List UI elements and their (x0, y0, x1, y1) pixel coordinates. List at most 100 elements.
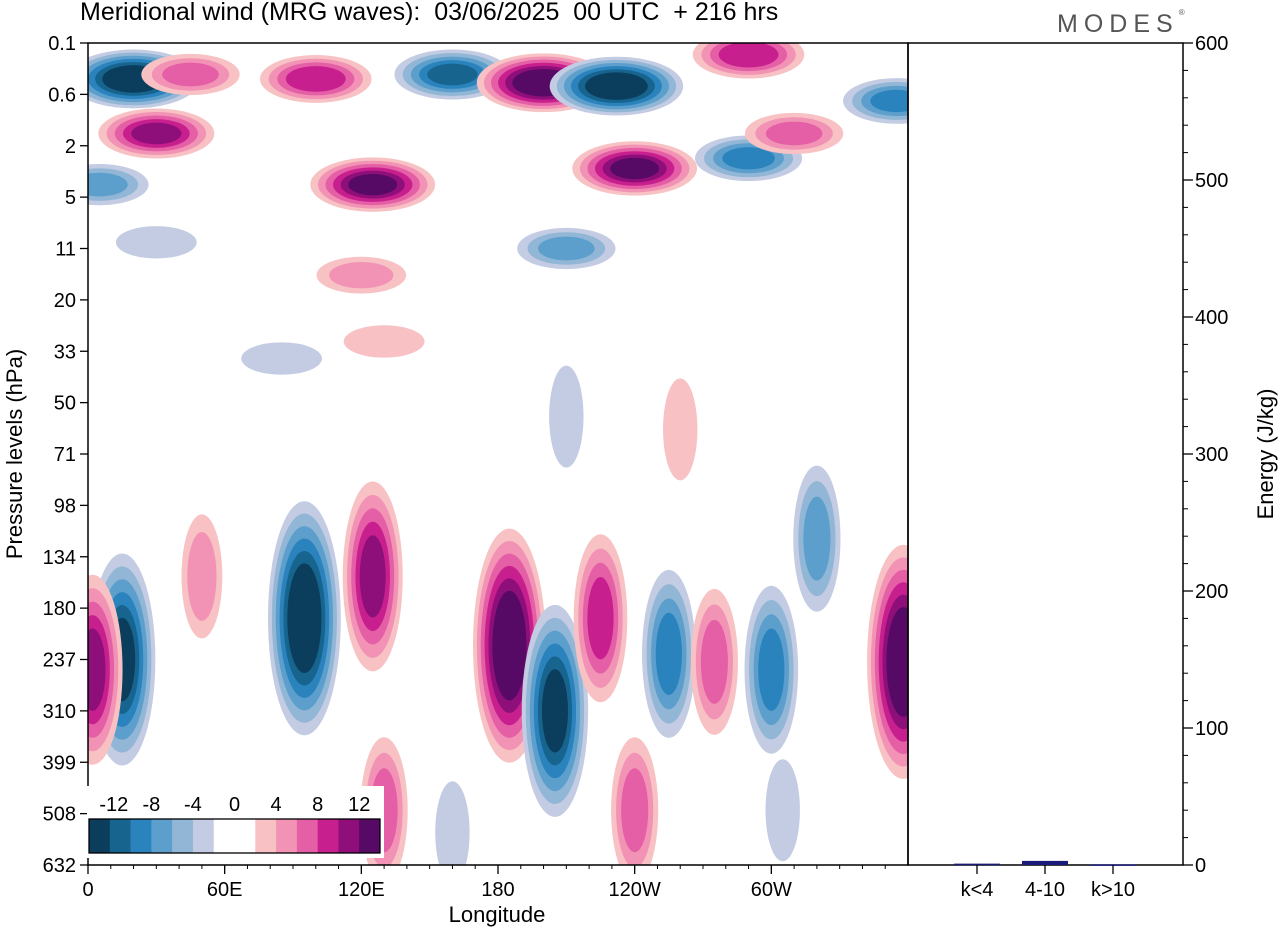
pressure-axis: 0.1 0.6 2 5 11 20 33 50 71 98 134 180 237 310 399 508 63… (43, 33, 88, 877)
heatmap-cell (141, 53, 240, 96)
energy-tick-label: 400 (1195, 307, 1228, 329)
y-tick-label: 2 (65, 136, 76, 158)
heatmap-cell (115, 226, 197, 259)
colorbar-swatch (172, 819, 194, 853)
heatmap-cell (342, 481, 403, 672)
heatmap-cell (572, 141, 698, 196)
heatmap-cell (98, 108, 215, 159)
heatmap-cell (259, 55, 372, 103)
y-tick-label: 134 (43, 547, 76, 569)
heatmap-cell (642, 569, 696, 738)
heatmap-cell (573, 534, 628, 703)
energy-tick-label: 600 (1195, 33, 1228, 55)
colorbar-swatch (338, 819, 360, 853)
heatmap-cell (310, 157, 436, 212)
energy-tick-label: 500 (1195, 170, 1228, 192)
y-tick-label: 71 (54, 444, 76, 466)
category-label: k>10 (1091, 879, 1135, 901)
colorbar-swatch (234, 819, 256, 853)
y-tick-label: 0.1 (48, 33, 76, 55)
x-tick-label: 180 (481, 879, 514, 901)
energy-tick-label: 200 (1195, 581, 1228, 603)
colorbar-label: -4 (184, 794, 202, 816)
y-tick-label: 310 (43, 701, 76, 723)
heatmap-cell (867, 544, 908, 779)
y-tick-label: 0.6 (48, 84, 76, 106)
heatmap-cell (517, 227, 616, 270)
colorbar-swatch (255, 819, 277, 853)
x-tick-label: 60W (751, 879, 792, 901)
heatmap-cell (744, 585, 799, 754)
colorbar-label: -8 (142, 794, 160, 816)
colorbar-swatch (109, 819, 131, 853)
y-tick-label: 50 (54, 393, 76, 415)
heatmap-cell (267, 501, 341, 736)
colorbar-swatch (317, 819, 339, 853)
heatmap-cell (241, 342, 323, 375)
category-label: 4-10 (1025, 879, 1065, 901)
colorbar-swatch (359, 819, 381, 853)
heatmap-cell (549, 365, 584, 468)
colorbar-swatch (276, 819, 298, 853)
chart-title: Meridional wind (MRG waves): 03/06/2025 … (80, 0, 779, 26)
heatmap-cell (181, 514, 223, 639)
heatmap-cell (843, 78, 908, 124)
energy-tick-label: 0 (1195, 855, 1206, 877)
y-tick-label: 399 (43, 752, 76, 774)
y-tick-label: 508 (43, 804, 76, 826)
x-tick-label: 0 (82, 879, 93, 901)
colorbar-swatch (89, 819, 111, 853)
brand-name: MODES (1057, 10, 1179, 38)
y-tick-label: 632 (43, 855, 76, 877)
colorbar-swatch (296, 819, 319, 853)
longitude-axis: 0 60E 120E 180 120W 60W (82, 865, 886, 901)
energy-axis: 0 100 200 300 400 500 600 (1183, 33, 1228, 877)
heatmap-fills (88, 43, 908, 865)
heatmap-cell (435, 781, 470, 865)
heatmap-cell (663, 378, 698, 481)
heatmap-cell (521, 604, 589, 817)
x-tick-label: 120E (338, 879, 385, 901)
energy-tick-label: 100 (1195, 718, 1228, 740)
x-tick-label: 60E (207, 879, 243, 901)
heatmap-cell (88, 574, 123, 765)
energy-category-axis: k<4 4-10 k>10 (961, 865, 1135, 901)
heatmap-cell (88, 164, 149, 206)
y-tick-label: 180 (43, 598, 76, 620)
colorbar-label: 4 (271, 794, 282, 816)
energy-bar (1022, 860, 1068, 865)
colorbar-label: 12 (348, 794, 370, 816)
colorbar-swatch (151, 819, 173, 853)
heatmap-cell (692, 43, 805, 79)
heatmap-cell (611, 737, 659, 865)
energy-bar (954, 863, 1000, 866)
heatmap-cell (690, 588, 738, 735)
y-axis-label: Pressure levels (hPa) (2, 349, 27, 559)
brand-logo: MODES® (1057, 8, 1185, 39)
colorbar-swatch (192, 819, 215, 853)
colorbar-frame (88, 818, 381, 854)
heatmap-cell (765, 759, 800, 862)
colorbar: -12 -8 -4 0 4 8 12 (87, 786, 384, 858)
colorbar-swatch (213, 819, 235, 853)
x-axis-label: Longitude (449, 902, 546, 927)
y-tick-label: 5 (65, 187, 76, 209)
heatmap-cell (793, 465, 841, 612)
energy-panel-frame (907, 42, 1184, 866)
heatmap-cell (744, 112, 844, 155)
y-tick-label: 33 (54, 341, 76, 363)
colorbar-swatch (130, 819, 152, 853)
y-tick-label: 11 (55, 239, 76, 261)
category-label: k<4 (961, 879, 994, 901)
colorbar-label: 8 (312, 794, 323, 816)
heatmap-cell (343, 325, 425, 358)
energy-tick-label: 300 (1195, 444, 1228, 466)
y-tick-label: 20 (54, 290, 76, 312)
y-tick-label: 237 (43, 650, 76, 672)
heatmap-cell (549, 56, 684, 116)
x-tick-label: 120W (609, 879, 661, 901)
y-tick-label: 98 (54, 495, 76, 517)
energy-axis-label: Energy (J/kg) (1253, 389, 1278, 520)
brand-mark: ® (1178, 8, 1185, 17)
